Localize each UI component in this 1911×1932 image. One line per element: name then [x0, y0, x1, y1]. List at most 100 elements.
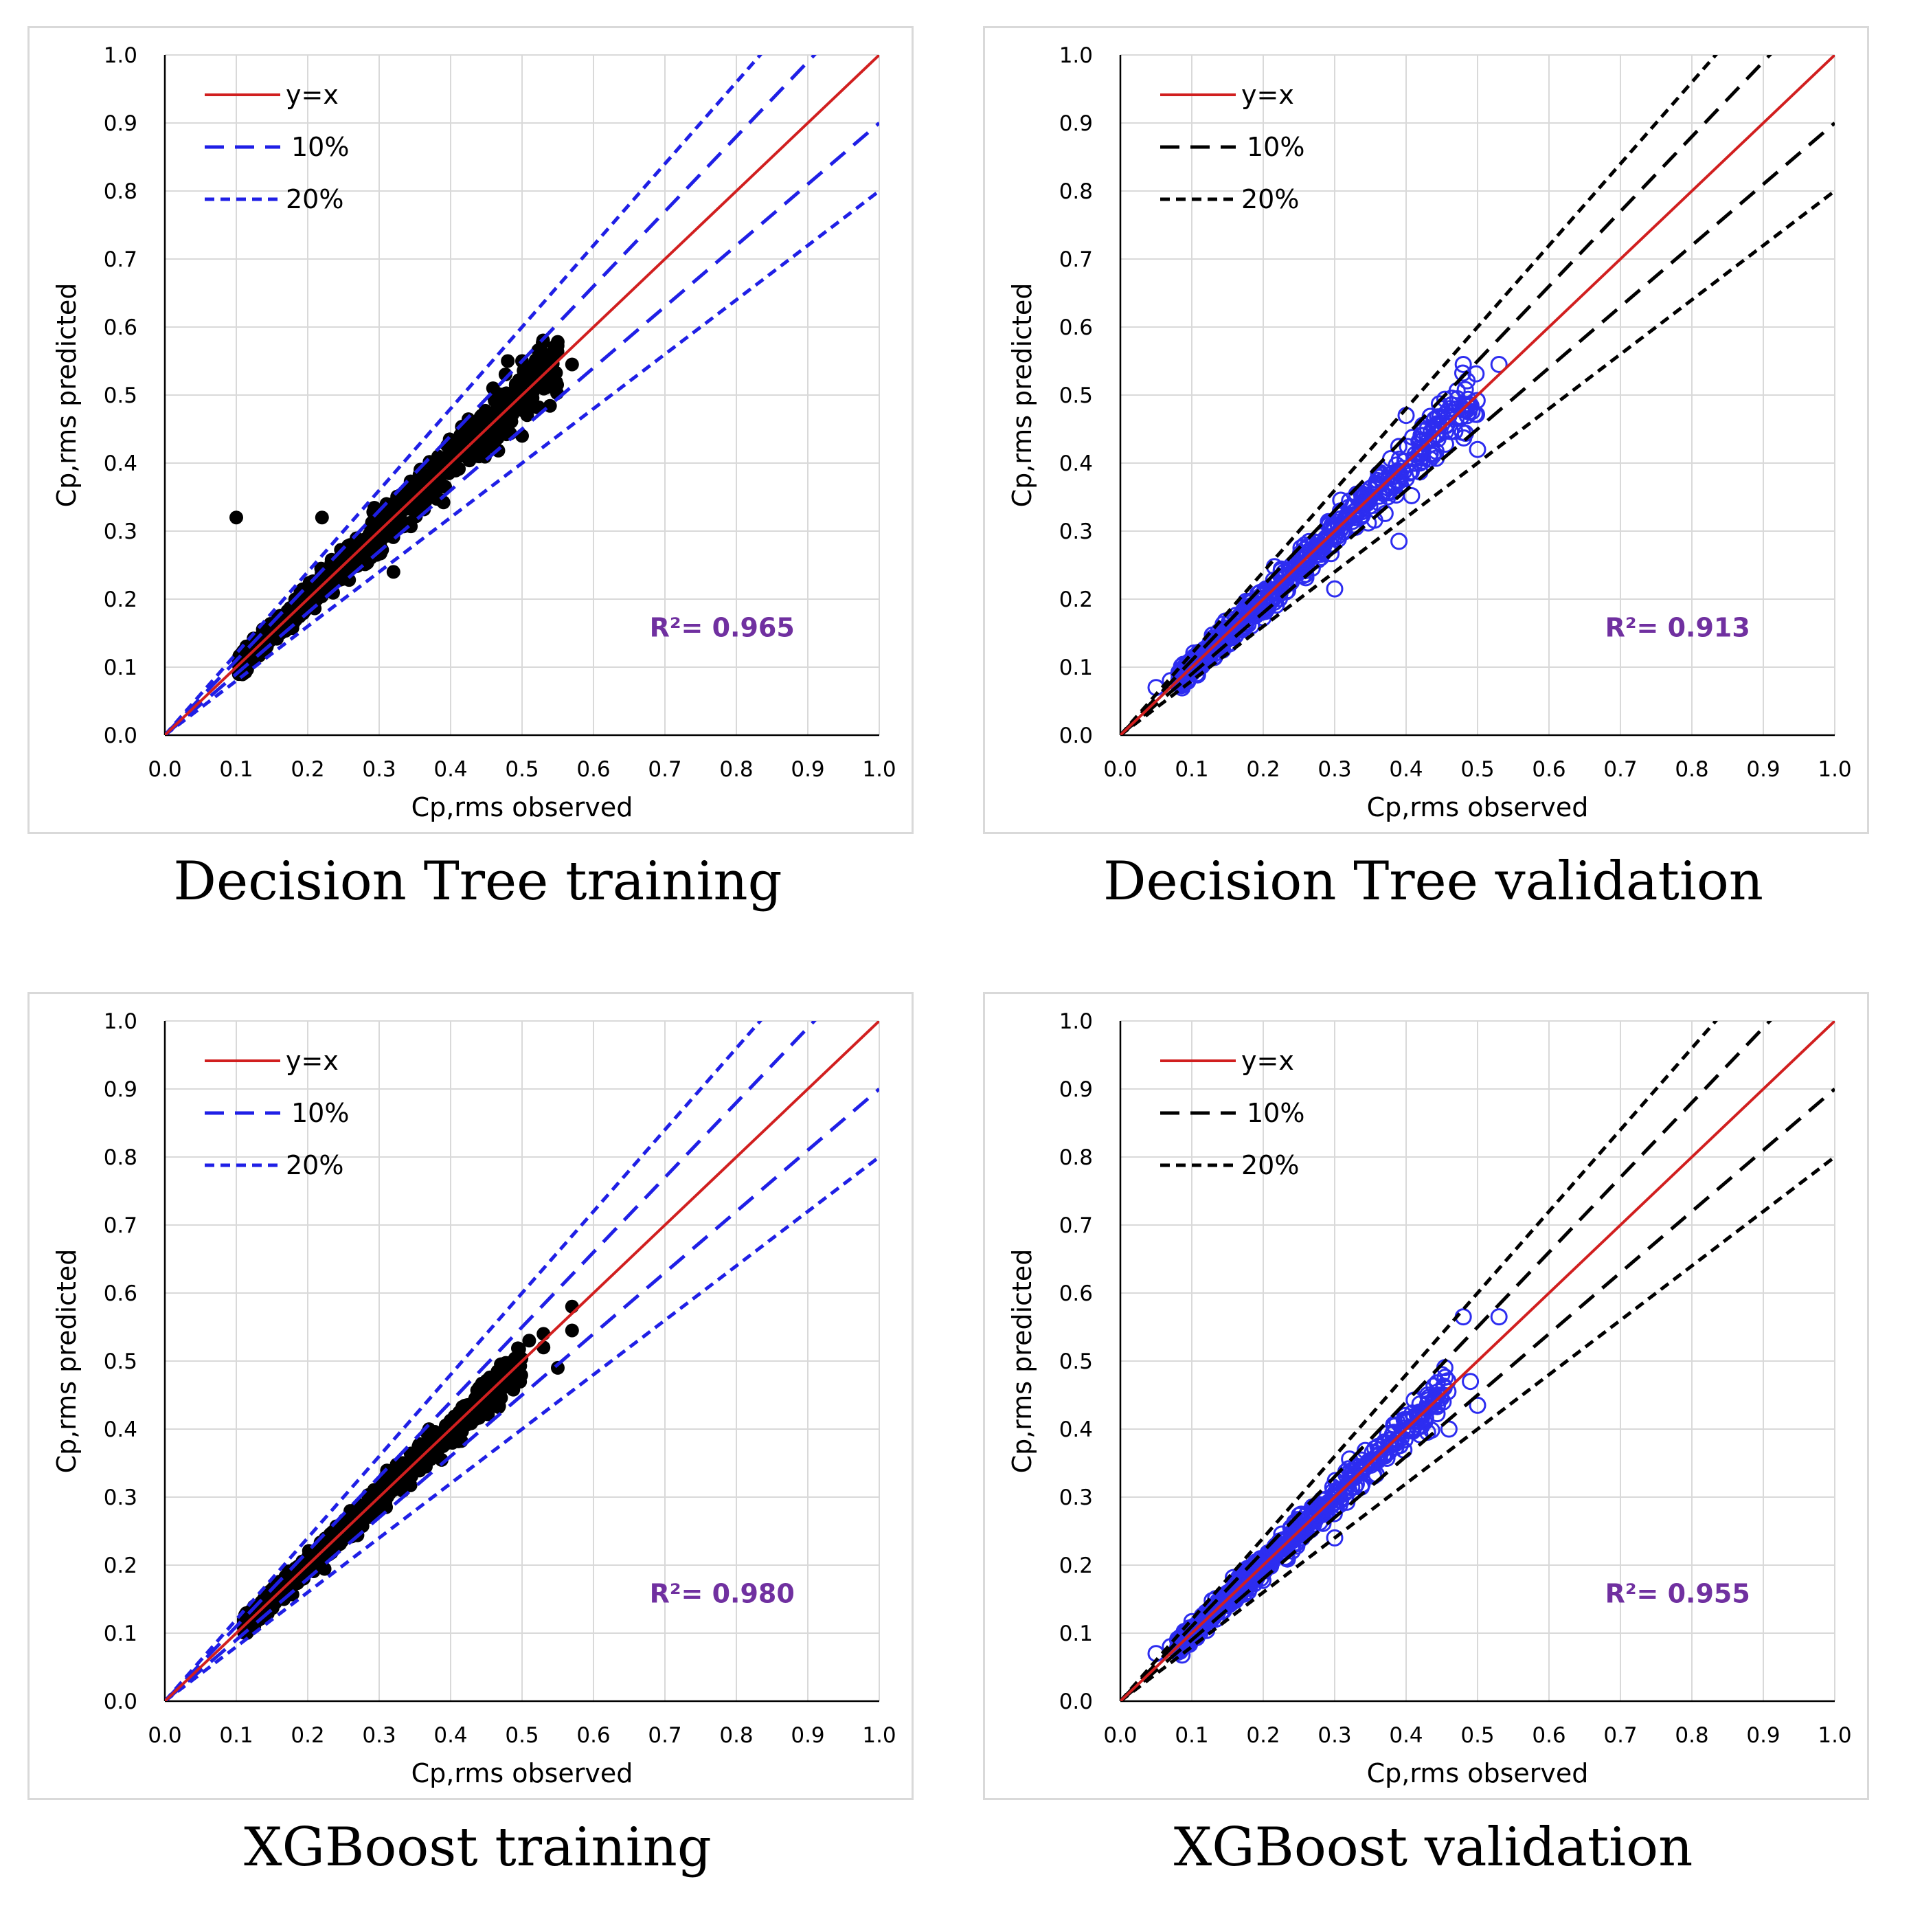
data-point [1462, 1373, 1480, 1391]
data-point [565, 1299, 579, 1314]
y-tick-label: 0.6 [104, 1281, 137, 1306]
data-point [1340, 508, 1358, 526]
x-tick-label: 0.2 [291, 1723, 324, 1748]
data-point [1387, 1435, 1405, 1452]
data-point [551, 1360, 565, 1375]
y-tick-label: 0.5 [1059, 383, 1093, 408]
y-tick-label: 0.1 [1059, 655, 1093, 680]
legend-label-20: 20% [1241, 184, 1299, 214]
x-tick-label: 0.4 [1389, 757, 1423, 782]
data-point [1399, 438, 1416, 456]
x-tick-label: 0.7 [648, 1723, 681, 1748]
data-point [1458, 407, 1476, 425]
data-point [511, 1360, 525, 1375]
band-line-plus-10 [165, 1021, 817, 1701]
x-tick-label: 0.5 [1460, 757, 1494, 782]
y-tick-label: 0.0 [1059, 723, 1093, 748]
data-point [324, 1538, 339, 1553]
y-tick-label: 1.0 [1059, 43, 1093, 68]
x-tick-label: 0.1 [219, 1723, 253, 1748]
data-point [1354, 498, 1372, 516]
band-line-minus-20 [1120, 190, 1835, 735]
data-point [1412, 1406, 1429, 1424]
y-tick-label: 0.3 [104, 519, 137, 544]
legend-label-10: 10% [1247, 132, 1304, 162]
y-tick-label: 0.8 [104, 1145, 137, 1170]
x-tick-label: 0.0 [148, 1723, 181, 1748]
data-point [1454, 355, 1472, 373]
y-axis-label: Cp,rms predicted [52, 1249, 82, 1474]
x-axis-label: Cp,rms observed [411, 792, 633, 822]
data-point [1469, 1396, 1486, 1414]
plot-area [1120, 55, 1835, 735]
x-tick-label: 0.5 [505, 757, 539, 782]
data-point [1411, 1426, 1429, 1444]
y-tick-label: 0.0 [104, 1689, 137, 1714]
y-tick-label: 0.6 [104, 315, 137, 340]
x-tick-label: 0.7 [648, 757, 681, 782]
x-tick-label: 1.0 [1818, 1723, 1851, 1748]
data-point [1431, 408, 1449, 426]
data-point [1184, 1628, 1201, 1645]
data-point [429, 491, 444, 506]
data-point [501, 354, 515, 368]
data-point [1458, 396, 1476, 414]
data-point [1267, 596, 1285, 614]
y-tick-label: 0.8 [1059, 179, 1093, 204]
plot-area [165, 1021, 879, 1701]
y-tick-label: 1.0 [1059, 1009, 1093, 1034]
x-tick-label: 0.9 [1746, 1723, 1780, 1748]
legend-label-10: 10% [1247, 1098, 1304, 1128]
data-point [1469, 440, 1486, 458]
y-tick-label: 0.3 [1059, 1485, 1093, 1510]
data-point [565, 1323, 579, 1338]
data-point [1390, 532, 1408, 550]
data-point [536, 1327, 551, 1341]
y-tick-label: 0.9 [1059, 111, 1093, 136]
data-point [444, 1428, 459, 1443]
x-tick-label: 0.8 [1675, 757, 1708, 782]
data-point [1339, 509, 1357, 527]
data-point [1298, 1518, 1315, 1536]
x-tick-label: 0.1 [1175, 1723, 1208, 1748]
y-tick-label: 0.4 [104, 1417, 137, 1442]
y-tick-label: 0.2 [104, 1553, 137, 1578]
chart-caption: Decision Tree training [173, 851, 782, 912]
data-point [472, 449, 486, 464]
data-point [543, 369, 557, 383]
y-tick-label: 0.7 [1059, 247, 1093, 272]
band-line-minus-20 [165, 1156, 879, 1701]
data-point [284, 1578, 298, 1593]
x-axis-label: Cp,rms observed [411, 1758, 633, 1788]
scatter-chart-xgb-validation: 0.0 0.1 0.2 0.3 0.4 0.5 0.6 0.7 0.8 0.9 1.0 0.0 0.1 0… [1007, 1009, 1852, 1788]
band-line-minus-20 [165, 190, 879, 735]
y-tick-label: 0.9 [104, 1077, 137, 1102]
x-tick-label: 0.3 [362, 1723, 396, 1748]
data-point [1468, 392, 1486, 409]
data-point [345, 546, 359, 561]
y-tick-label: 0.2 [1059, 587, 1093, 612]
y-tick-label: 1.0 [104, 43, 137, 68]
y-tick-label: 0.3 [1059, 519, 1093, 544]
x-tick-label: 0.8 [719, 757, 753, 782]
scatter-chart-xgb-training: 0.0 0.1 0.2 0.3 0.4 0.5 0.6 0.7 0.8 0.9 1.0 0.0 0.1 0… [52, 1009, 896, 1788]
data-point [383, 503, 398, 517]
data-point [565, 357, 579, 372]
y-tick-label: 0.5 [104, 383, 137, 408]
data-point [308, 1547, 323, 1561]
data-point [1326, 1529, 1344, 1547]
y-tick-label: 0.1 [104, 1621, 137, 1646]
data-point [1241, 1559, 1258, 1577]
identity-line [165, 55, 879, 735]
data-point [1403, 486, 1421, 504]
legend-label-identity: y=x [286, 1046, 339, 1076]
y-tick-label: 0.7 [1059, 1213, 1093, 1238]
data-point [1375, 1446, 1392, 1463]
data-point [359, 531, 374, 546]
data-point [386, 565, 400, 579]
x-tick-label: 0.1 [1175, 757, 1208, 782]
data-point [1294, 567, 1312, 585]
y-tick-label: 0.7 [104, 247, 137, 272]
data-point [1418, 1386, 1436, 1404]
panel-xgb-validation: 0.0 0.1 0.2 0.3 0.4 0.5 0.6 0.7 0.8 0.9 1.0 0.0 0.1 0… [956, 966, 1911, 1932]
